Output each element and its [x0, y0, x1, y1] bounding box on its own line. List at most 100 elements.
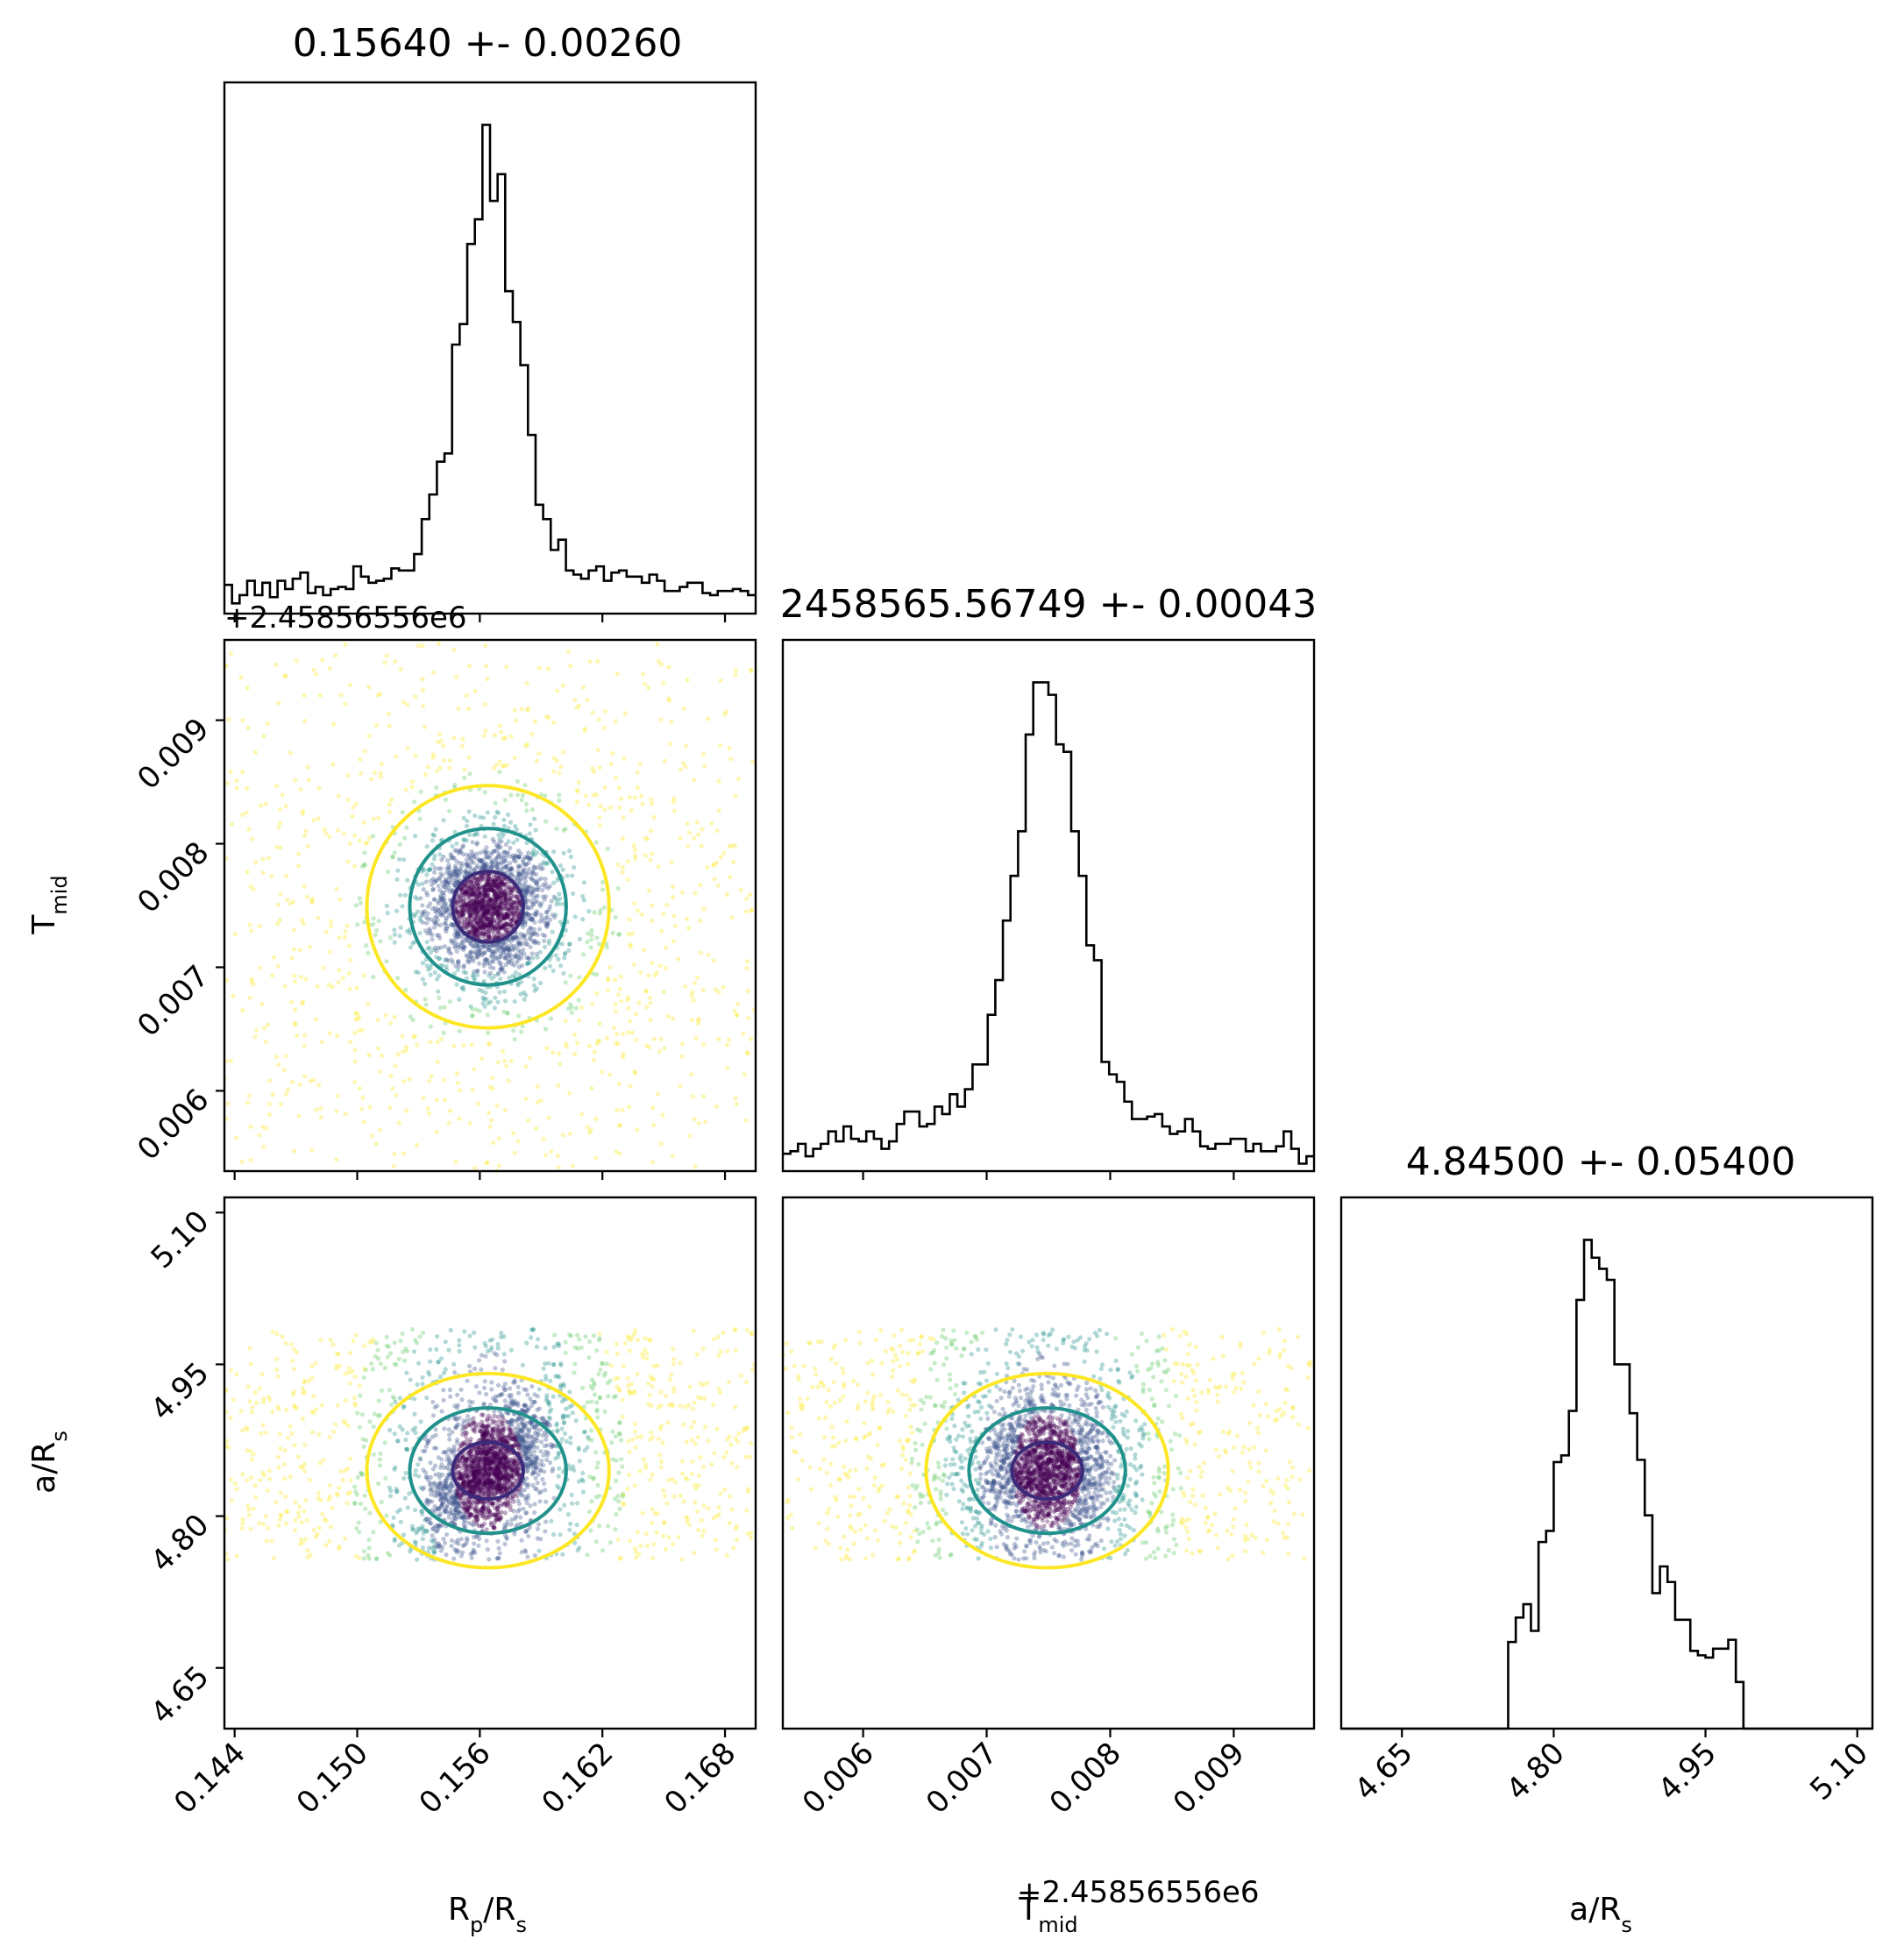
sample-point [410, 941, 416, 946]
sample-point [477, 1358, 482, 1363]
sample-point [609, 1440, 615, 1445]
sample-point [305, 764, 310, 771]
sample-point [346, 970, 352, 976]
sample-point [470, 923, 476, 928]
sample-point [497, 770, 502, 775]
sample-point [401, 1049, 406, 1055]
sample-point [551, 756, 557, 761]
sample-point [716, 1353, 721, 1359]
sample-point [426, 967, 431, 972]
sample-point [634, 1037, 639, 1042]
sample-point [529, 1384, 535, 1389]
sample-point [695, 1018, 701, 1023]
sample-point [594, 1465, 600, 1470]
sample-point [574, 1522, 579, 1528]
sample-point [491, 932, 496, 937]
sample-point [581, 880, 587, 885]
sample-point [428, 1359, 433, 1364]
sample-point [506, 913, 511, 918]
sample-point [384, 959, 389, 964]
sample-point [683, 1404, 688, 1410]
sample-point [543, 916, 549, 921]
sample-point [493, 927, 498, 932]
sample-point [536, 665, 543, 671]
sample-point [442, 1005, 447, 1010]
sample-point [554, 902, 559, 907]
sample-point [607, 964, 613, 970]
sample-point [539, 900, 544, 906]
sample-point [511, 947, 516, 952]
sample-point [523, 1064, 529, 1069]
sample-point [372, 771, 377, 776]
sample-point [226, 1445, 231, 1450]
sample-point [728, 756, 734, 762]
sample-point [490, 859, 495, 864]
sample-point [544, 909, 550, 915]
sample-point [485, 1160, 490, 1165]
sample-point [351, 805, 356, 810]
sample-point [482, 958, 487, 963]
sample-point [518, 931, 523, 936]
sample-point [483, 903, 489, 908]
sample-point [461, 962, 466, 969]
sample-point [509, 865, 515, 871]
sample-point [251, 887, 256, 892]
sample-point [510, 888, 515, 893]
panel-scatter-ars-vs-rprs: 0.144 0.150 0.156 0.162 0.1684.654.804.955.1… [145, 1196, 757, 1821]
sample-point [357, 1383, 362, 1389]
sample-point [601, 905, 607, 910]
sample-point [491, 765, 497, 771]
sample-point [695, 1434, 701, 1439]
sample-point [511, 1499, 516, 1504]
sample-point [733, 793, 738, 799]
sample-point [385, 911, 390, 916]
sample-point [625, 998, 630, 1003]
sample-point [362, 1493, 367, 1498]
sample-point [651, 814, 657, 820]
sample-point [657, 1048, 663, 1054]
sample-point [288, 1424, 293, 1429]
sample-point [231, 993, 236, 998]
sample-point [527, 831, 533, 836]
sample-point [296, 1454, 302, 1460]
sample-point [733, 1096, 738, 1101]
sample-point [572, 914, 578, 920]
sample-point [345, 923, 350, 928]
sample-point [374, 927, 380, 933]
sample-point [568, 1002, 573, 1007]
sample-point [430, 882, 435, 887]
sample-point [521, 859, 526, 864]
sample-point [472, 928, 478, 934]
sample-point [508, 952, 514, 957]
sample-point [465, 863, 470, 869]
sample-point [497, 879, 502, 884]
sample-point [494, 809, 500, 814]
sample-point [534, 986, 540, 991]
sample-point [377, 692, 382, 697]
sample-point [646, 888, 652, 893]
sample-point [232, 932, 238, 937]
sample-point [483, 643, 488, 649]
sample-point [463, 1524, 468, 1530]
sample-point [657, 1452, 663, 1458]
sample-point [348, 682, 353, 688]
sample-point [644, 1043, 650, 1048]
sample-point [425, 911, 430, 916]
sample-point [388, 1020, 394, 1026]
sample-point [453, 1160, 458, 1165]
sample-point [501, 856, 507, 861]
sample-point [549, 898, 554, 904]
sample-point [488, 999, 494, 1005]
sample-point [451, 1043, 457, 1048]
sample-point [731, 859, 736, 865]
sample-point [487, 887, 492, 892]
sample-point [234, 1135, 239, 1140]
sample-point [491, 1140, 496, 1146]
sample-point [574, 1501, 580, 1506]
sample-point [571, 891, 576, 897]
sample-point [575, 1041, 580, 1046]
sample-point [525, 906, 530, 911]
sample-point [458, 906, 465, 911]
sample-point [443, 921, 448, 927]
sample-point [392, 1467, 397, 1472]
